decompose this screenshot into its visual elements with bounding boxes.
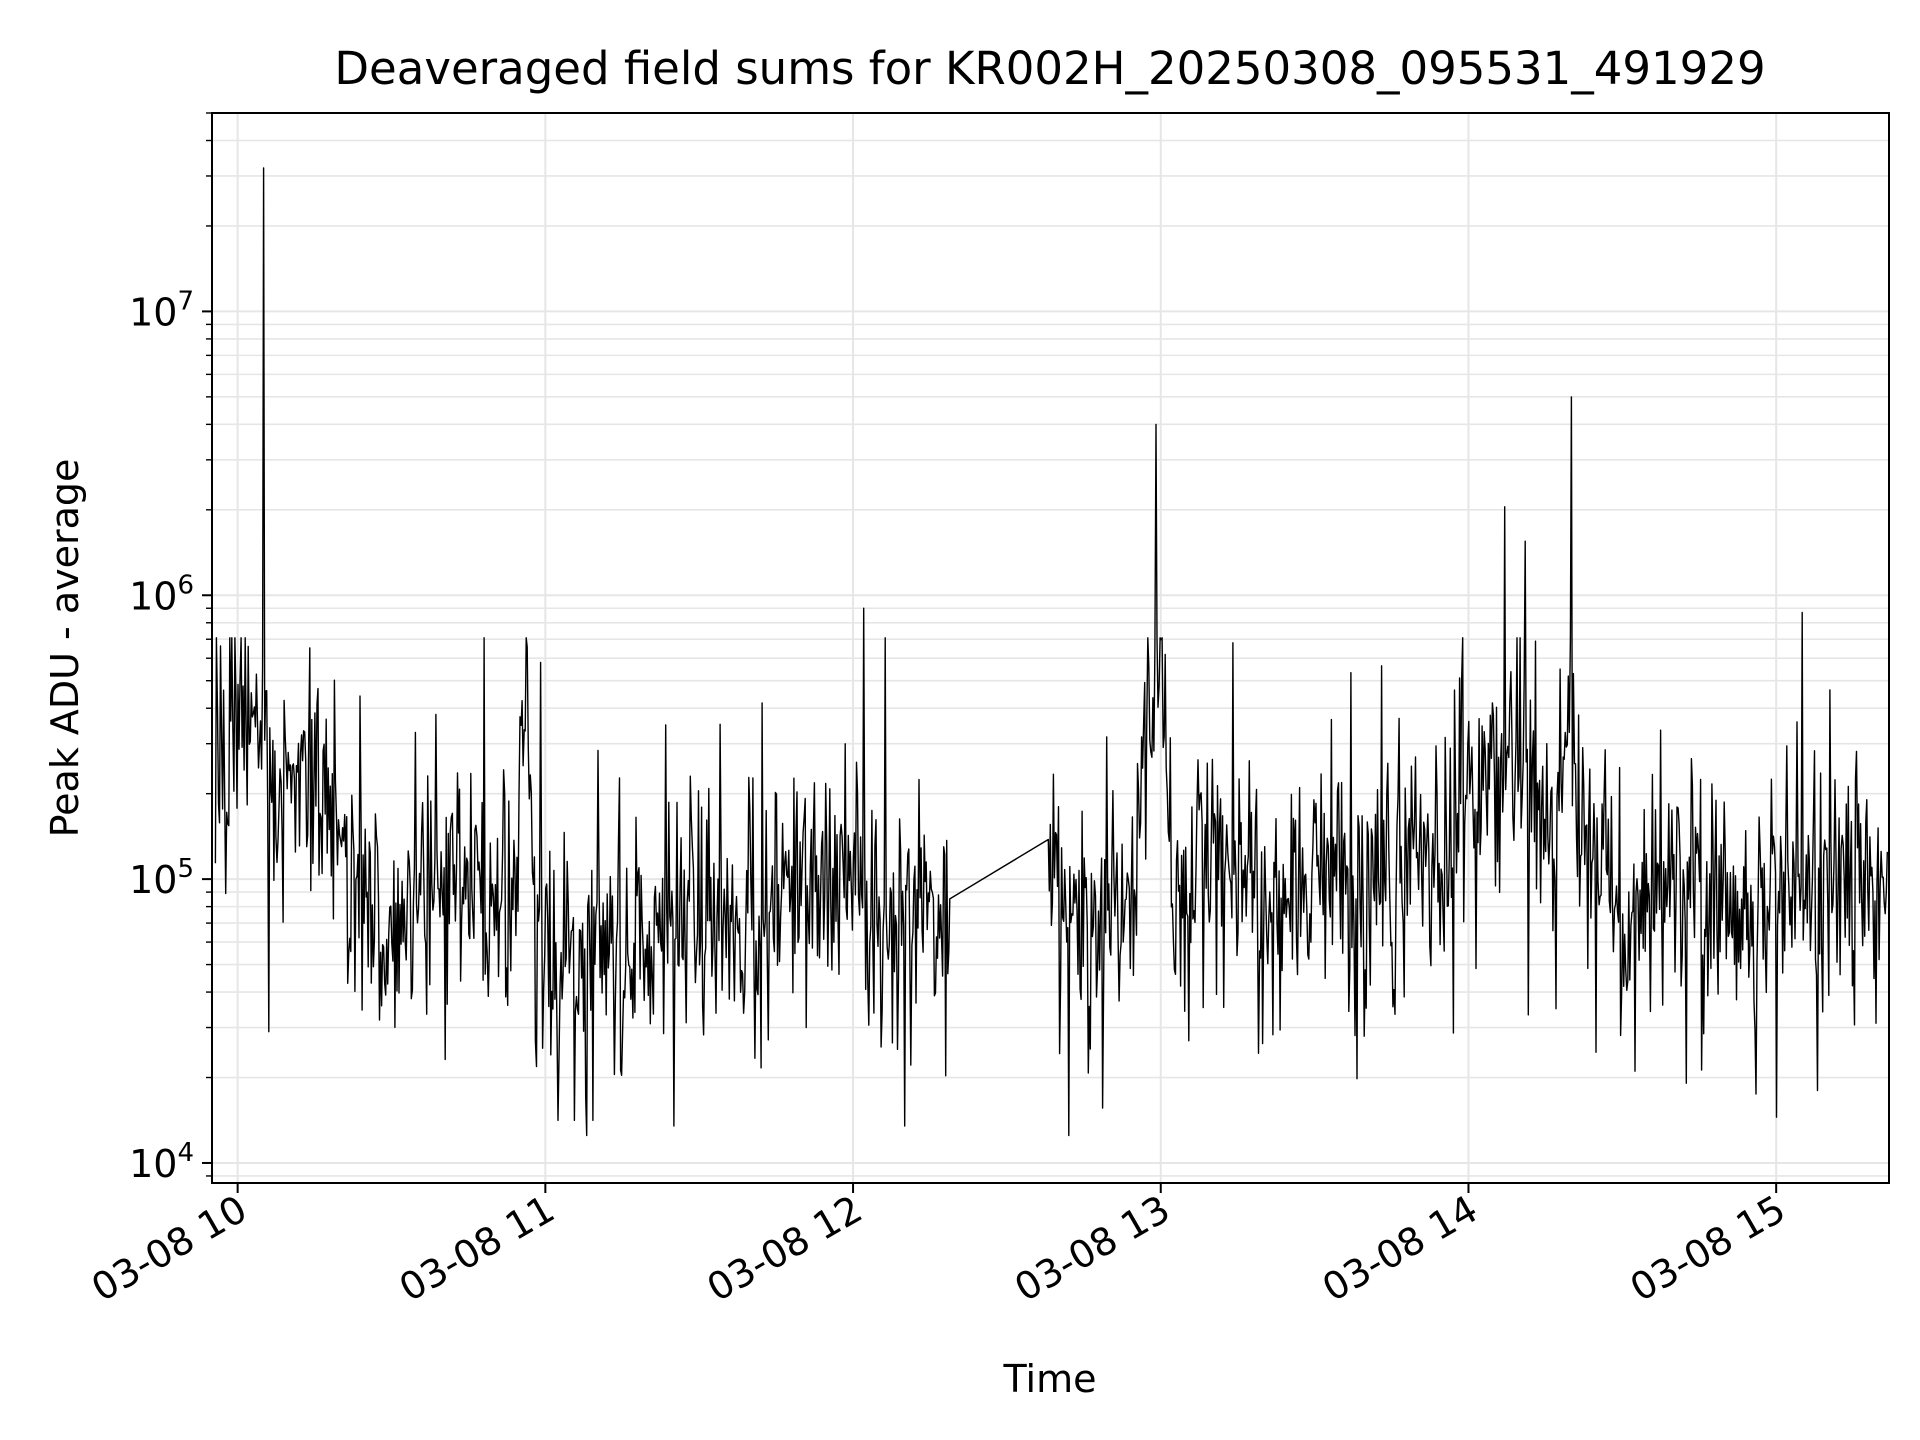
y-tick-label: 105	[129, 854, 194, 902]
x-axis-label: Time	[1003, 1357, 1097, 1401]
series-layer	[214, 167, 1888, 1137]
chart-title: Deaveraged field sums for KR002H_2025030…	[334, 42, 1765, 95]
y-tick-label: 104	[129, 1138, 194, 1186]
y-axis: 104 105 106 107	[129, 112, 212, 1186]
series-line	[214, 167, 1888, 1137]
y-tick-label: 106	[129, 570, 194, 618]
plot-frame	[211, 112, 1890, 1184]
y-tick-label: 107	[129, 286, 194, 334]
y-axis-label: Peak ADU - average	[43, 459, 87, 838]
